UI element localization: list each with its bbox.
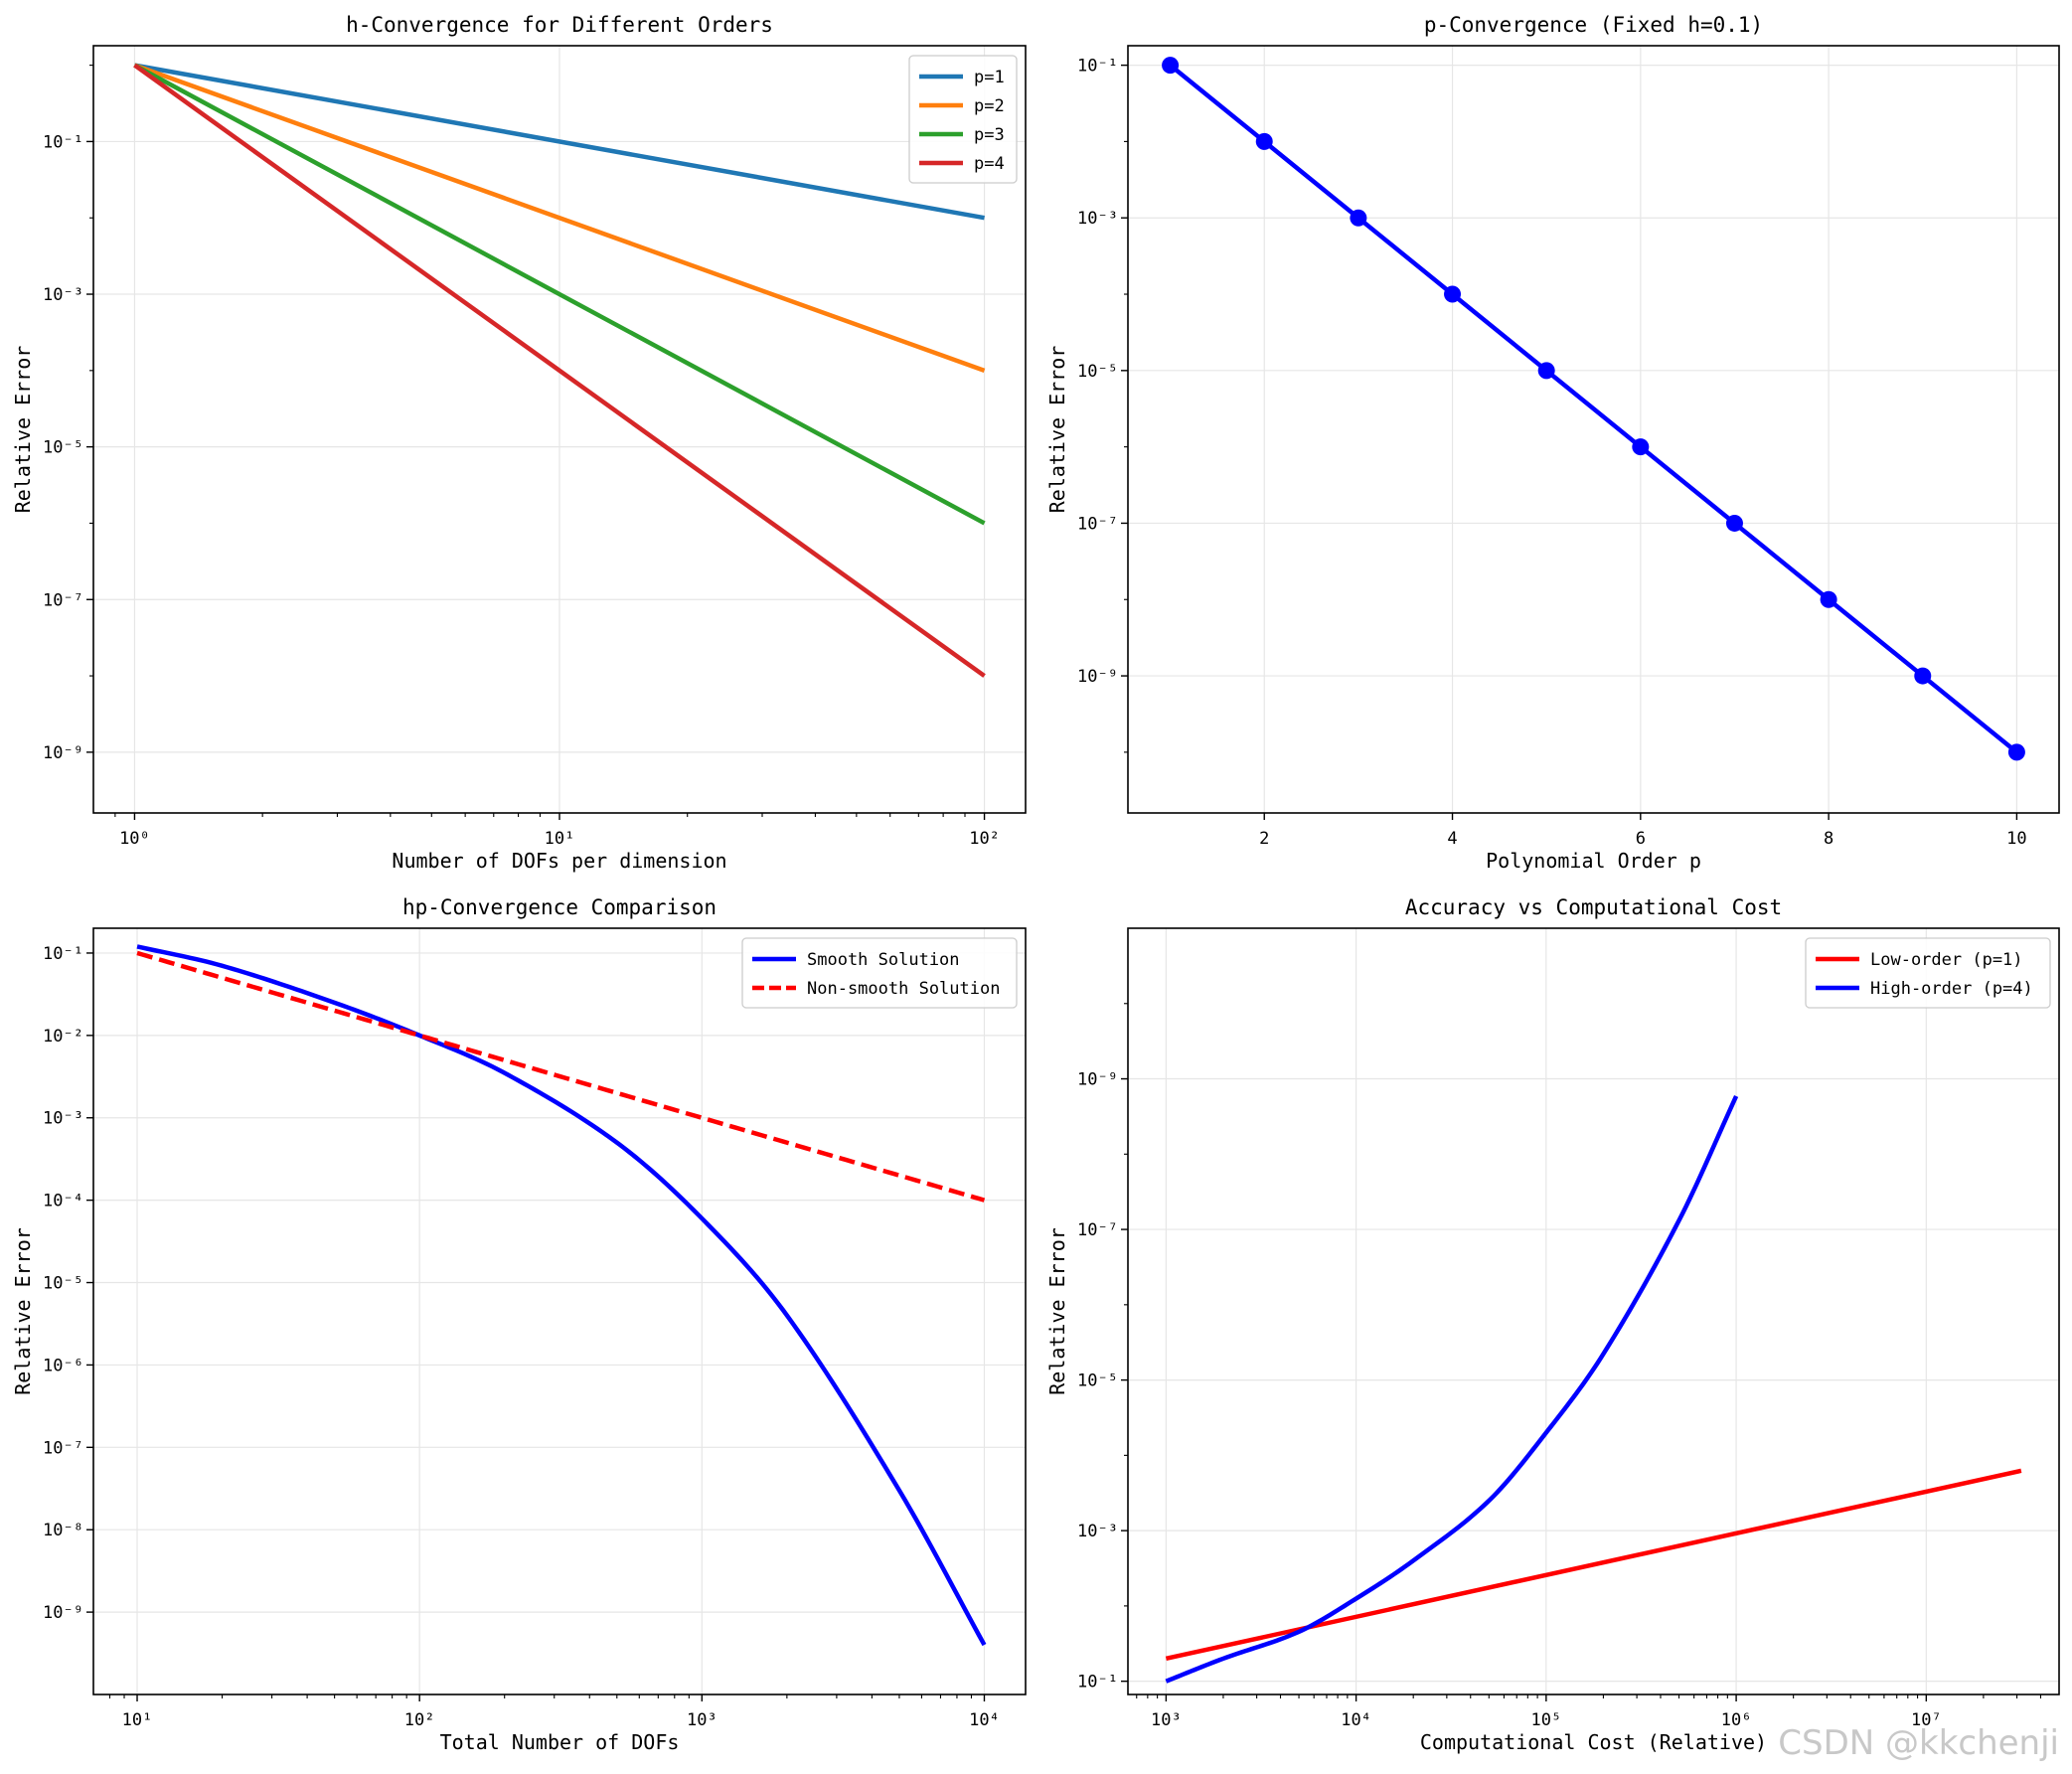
- data-point-5: [1537, 362, 1555, 380]
- y-axis-label: Relative Error: [11, 1227, 35, 1395]
- y-tick-label: 10⁻³: [1077, 209, 1118, 229]
- series-line-low-order-p-1: [1165, 1468, 2022, 1662]
- legend-label: High-order (p=4): [1870, 979, 2033, 999]
- y-tick-label: 10⁻⁸: [43, 1521, 83, 1540]
- chart-title: hp-Convergence Comparison: [402, 895, 717, 919]
- x-tick-label: 10²: [404, 1710, 435, 1730]
- data-point-10: [2007, 743, 2025, 761]
- x-tick-label: 6: [1636, 829, 1646, 849]
- y-tick-label: 10⁻⁹: [1077, 1070, 1118, 1090]
- y-tick-label: 10⁻¹: [43, 944, 83, 964]
- legend: p=1 p=2 p=3 p=4: [908, 55, 1018, 184]
- legend-label: Non-smooth Solution: [807, 979, 1000, 999]
- series-line-non-smooth-solution: [136, 950, 986, 1203]
- y-tick-label: 10⁻⁶: [43, 1356, 83, 1375]
- data-point-3: [1350, 209, 1367, 227]
- chart-title: p-Convergence (Fixed h=0.1): [1424, 13, 1763, 37]
- legend-box: [741, 937, 1018, 1009]
- data-point-8: [1820, 590, 1837, 608]
- legend-label: p=1: [974, 68, 1005, 87]
- x-tick-label: 10²: [969, 829, 1000, 849]
- x-tick-label: 10⁶: [1721, 1710, 1752, 1730]
- y-tick-label: 10⁻⁵: [43, 1274, 83, 1294]
- legend: Smooth Solution Non-smooth Solution: [741, 937, 1018, 1009]
- legend-label: p=2: [974, 96, 1005, 116]
- legend-box: [1805, 937, 2051, 1009]
- x-axis-label: Number of DOFs per dimension: [392, 849, 726, 873]
- legend: Low-order (p=1) High-order (p=4): [1805, 937, 2051, 1009]
- data-point-4: [1444, 285, 1462, 303]
- series-line-series-1: [1169, 63, 2018, 754]
- chart-title: Accuracy vs Computational Cost: [1405, 895, 1782, 919]
- data-point-7: [1725, 514, 1743, 532]
- y-tick-label: 10⁻⁹: [43, 1603, 83, 1623]
- axes-frame: [92, 927, 1027, 1695]
- x-tick-label: 10⁴: [1341, 1710, 1371, 1730]
- y-tick-label: 10⁻³: [1077, 1522, 1118, 1541]
- legend-label: Low-order (p=1): [1870, 950, 2023, 970]
- x-axis-label: Total Number of DOFs: [440, 1730, 680, 1754]
- y-tick-label: 10⁻¹: [43, 132, 83, 152]
- subplot-3: 10¹ 10² 10³ 10⁴ 10⁻¹ 10⁻² 10⁻³ 10⁻⁴ 10⁻⁵ 10⁻⁶ 10⁻⁷…: [11, 895, 1027, 1754]
- x-tick-label: 4: [1447, 829, 1457, 849]
- y-tick-label: 10⁻¹: [1077, 57, 1118, 77]
- plot-area: [1169, 63, 2018, 754]
- x-tick-label: 10¹: [545, 829, 575, 849]
- plot-area: [133, 63, 986, 678]
- y-tick-label: 10⁻²: [43, 1027, 83, 1047]
- subplot-4: 10³ 10⁴ 10⁵ 10⁶ 10⁷ 10⁻¹ 10⁻³ 10⁻⁵ 10⁻⁷ 10⁻⁹ Accur…: [1045, 895, 2060, 1754]
- x-tick-label: 10: [2006, 829, 2026, 849]
- y-tick-label: 10⁻⁷: [1077, 1220, 1118, 1240]
- y-axis-label: Relative Error: [11, 346, 35, 514]
- legend-label: Smooth Solution: [807, 950, 960, 970]
- series-line-p-4: [133, 63, 986, 678]
- legend-label: p=4: [974, 154, 1005, 174]
- y-tick-label: 10⁻⁵: [1077, 1371, 1118, 1391]
- y-tick-label: 10⁻⁷: [1077, 514, 1118, 534]
- legend-box: [908, 55, 1018, 184]
- y-tick-label: 10⁻⁹: [1077, 667, 1118, 687]
- x-tick-label: 10⁰: [119, 829, 150, 849]
- x-tick-label: 8: [1824, 829, 1833, 849]
- data-point-2: [1255, 132, 1273, 150]
- y-tick-label: 10⁻⁵: [1077, 362, 1118, 382]
- chart-title: h-Convergence for Different Orders: [346, 13, 773, 37]
- x-tick-label: 10¹: [122, 1710, 153, 1730]
- y-tick-label: 10⁻³: [43, 285, 83, 305]
- series-line-p-3: [133, 63, 986, 526]
- axes-frame: [1127, 927, 2060, 1695]
- y-tick-label: 10⁻¹: [1077, 1673, 1118, 1693]
- y-tick-label: 10⁻³: [43, 1109, 83, 1129]
- x-axis-label: Polynomial Order p: [1486, 849, 1701, 873]
- series-line-p-2: [133, 63, 986, 373]
- y-tick-label: 10⁻⁷: [43, 590, 83, 610]
- y-tick-label: 10⁻⁵: [43, 438, 83, 458]
- subplot-2: 2 4 6 8 10 10⁻¹ 10⁻³ 10⁻⁵ 10⁻⁷ 10⁻⁹ p-Convergence …: [1045, 13, 2060, 873]
- x-tick-label: 2: [1259, 829, 1269, 849]
- y-axis-label: Relative Error: [1045, 346, 1069, 514]
- data-point-9: [1914, 667, 1932, 685]
- x-tick-label: 10³: [1151, 1710, 1182, 1730]
- x-tick-label: 10³: [687, 1710, 717, 1730]
- series-line-smooth-solution: [136, 944, 987, 1647]
- x-tick-label: 10⁴: [969, 1710, 1000, 1730]
- y-tick-label: 10⁻⁴: [43, 1192, 83, 1211]
- y-tick-label: 10⁻⁹: [43, 743, 83, 763]
- data-point-6: [1632, 438, 1650, 456]
- x-tick-label: 10⁷: [1911, 1710, 1942, 1730]
- axes-frame: [1127, 45, 2060, 814]
- data-point-1: [1162, 57, 1180, 75]
- y-tick-label: 10⁻⁷: [43, 1438, 83, 1458]
- legend-label: p=3: [974, 125, 1005, 145]
- subplot-1: 10⁰ 10¹ 10² 10⁻¹ 10⁻³ 10⁻⁵ 10⁻⁷ 10⁻⁹ h-Convergen…: [11, 13, 1027, 873]
- watermark: CSDN @kkchenji: [1778, 1723, 2059, 1763]
- series-line-p-1: [134, 63, 985, 221]
- x-tick-label: 10⁵: [1530, 1710, 1561, 1730]
- plot-area: [136, 944, 987, 1647]
- x-axis-label: Computational Cost (Relative): [1420, 1730, 1767, 1754]
- y-axis-label: Relative Error: [1045, 1227, 1069, 1395]
- plot-area: [1165, 1095, 2022, 1684]
- series-line-high-order-p-4: [1165, 1095, 1739, 1684]
